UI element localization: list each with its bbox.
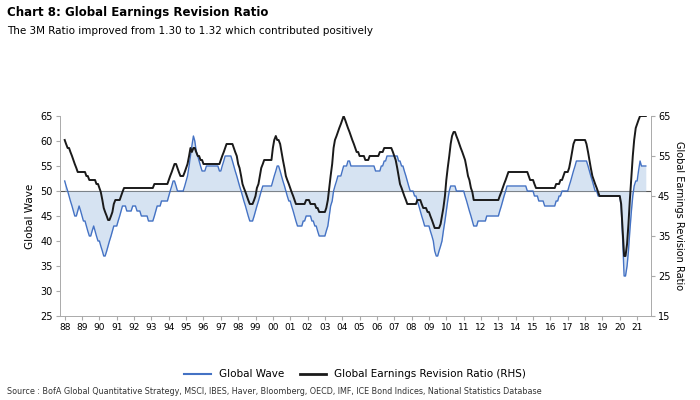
Text: Source : BofA Global Quantitative Strategy, MSCI, IBES, Haver, Bloomberg, OECD, : Source : BofA Global Quantitative Strate…	[7, 387, 542, 396]
Y-axis label: Global Wave: Global Wave	[25, 183, 34, 249]
Y-axis label: Global Earnings Revision Ratio: Global Earnings Revision Ratio	[674, 142, 685, 290]
Text: The 3M Ratio improved from 1.30 to 1.32 which contributed positively: The 3M Ratio improved from 1.30 to 1.32 …	[7, 26, 373, 36]
Legend: Global Wave, Global Earnings Revision Ratio (RHS): Global Wave, Global Earnings Revision Ra…	[181, 365, 530, 384]
Text: Chart 8: Global Earnings Revision Ratio: Chart 8: Global Earnings Revision Ratio	[7, 6, 268, 19]
